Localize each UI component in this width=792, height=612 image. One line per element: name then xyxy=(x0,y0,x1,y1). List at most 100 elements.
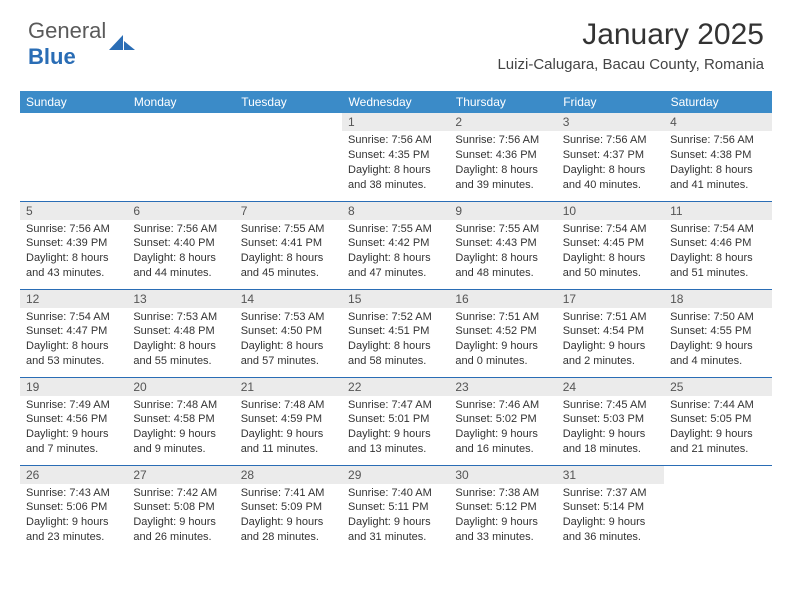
day-details: Sunrise: 7:41 AMSunset: 5:09 PMDaylight:… xyxy=(235,484,342,549)
calendar-cell: 12Sunrise: 7:54 AMSunset: 4:47 PMDayligh… xyxy=(20,289,127,377)
calendar-table: SundayMondayTuesdayWednesdayThursdayFrid… xyxy=(20,91,772,553)
day-number: 28 xyxy=(235,466,342,484)
calendar-week: 26Sunrise: 7:43 AMSunset: 5:06 PMDayligh… xyxy=(20,465,772,553)
calendar-cell: 24Sunrise: 7:45 AMSunset: 5:03 PMDayligh… xyxy=(557,377,664,465)
month-title: January 2025 xyxy=(497,18,764,52)
brand-sail-icon xyxy=(108,33,135,56)
day-header: Tuesday xyxy=(235,91,342,113)
calendar-cell: 8Sunrise: 7:55 AMSunset: 4:42 PMDaylight… xyxy=(342,201,449,289)
day-details: Sunrise: 7:48 AMSunset: 4:59 PMDaylight:… xyxy=(235,396,342,461)
calendar-cell: 15Sunrise: 7:52 AMSunset: 4:51 PMDayligh… xyxy=(342,289,449,377)
day-number: 16 xyxy=(449,290,556,308)
brand-name-a: General xyxy=(28,18,106,43)
calendar-cell: 11Sunrise: 7:54 AMSunset: 4:46 PMDayligh… xyxy=(664,201,771,289)
calendar-week: 1Sunrise: 7:56 AMSunset: 4:35 PMDaylight… xyxy=(20,113,772,201)
day-header: Thursday xyxy=(449,91,556,113)
calendar-cell: 29Sunrise: 7:40 AMSunset: 5:11 PMDayligh… xyxy=(342,465,449,553)
calendar-week: 12Sunrise: 7:54 AMSunset: 4:47 PMDayligh… xyxy=(20,289,772,377)
day-details: Sunrise: 7:56 AMSunset: 4:36 PMDaylight:… xyxy=(449,131,556,196)
day-details: Sunrise: 7:53 AMSunset: 4:50 PMDaylight:… xyxy=(235,308,342,373)
day-number: 27 xyxy=(127,466,234,484)
brand-name-b: Blue xyxy=(28,44,76,69)
brand-name: General Blue xyxy=(28,18,106,70)
title-block: January 2025 Luizi-Calugara, Bacau Count… xyxy=(497,18,764,73)
day-details: Sunrise: 7:51 AMSunset: 4:52 PMDaylight:… xyxy=(449,308,556,373)
calendar-cell: 18Sunrise: 7:50 AMSunset: 4:55 PMDayligh… xyxy=(664,289,771,377)
day-number: 30 xyxy=(449,466,556,484)
calendar-cell: 5Sunrise: 7:56 AMSunset: 4:39 PMDaylight… xyxy=(20,201,127,289)
day-number: 19 xyxy=(20,378,127,396)
day-details: Sunrise: 7:40 AMSunset: 5:11 PMDaylight:… xyxy=(342,484,449,549)
calendar-cell: 26Sunrise: 7:43 AMSunset: 5:06 PMDayligh… xyxy=(20,465,127,553)
calendar-cell xyxy=(20,113,127,201)
calendar-cell xyxy=(235,113,342,201)
day-details: Sunrise: 7:43 AMSunset: 5:06 PMDaylight:… xyxy=(20,484,127,549)
day-number: 12 xyxy=(20,290,127,308)
day-details: Sunrise: 7:55 AMSunset: 4:41 PMDaylight:… xyxy=(235,220,342,285)
day-details: Sunrise: 7:38 AMSunset: 5:12 PMDaylight:… xyxy=(449,484,556,549)
day-number: 8 xyxy=(342,202,449,220)
calendar-cell: 23Sunrise: 7:46 AMSunset: 5:02 PMDayligh… xyxy=(449,377,556,465)
calendar-cell: 3Sunrise: 7:56 AMSunset: 4:37 PMDaylight… xyxy=(557,113,664,201)
day-details: Sunrise: 7:45 AMSunset: 5:03 PMDaylight:… xyxy=(557,396,664,461)
day-number: 5 xyxy=(20,202,127,220)
calendar-week: 19Sunrise: 7:49 AMSunset: 4:56 PMDayligh… xyxy=(20,377,772,465)
brand-logo: General Blue xyxy=(28,18,135,70)
day-details: Sunrise: 7:54 AMSunset: 4:45 PMDaylight:… xyxy=(557,220,664,285)
calendar-cell: 1Sunrise: 7:56 AMSunset: 4:35 PMDaylight… xyxy=(342,113,449,201)
day-number: 22 xyxy=(342,378,449,396)
calendar-cell: 19Sunrise: 7:49 AMSunset: 4:56 PMDayligh… xyxy=(20,377,127,465)
calendar-cell: 13Sunrise: 7:53 AMSunset: 4:48 PMDayligh… xyxy=(127,289,234,377)
calendar-cell: 25Sunrise: 7:44 AMSunset: 5:05 PMDayligh… xyxy=(664,377,771,465)
day-details: Sunrise: 7:48 AMSunset: 4:58 PMDaylight:… xyxy=(127,396,234,461)
day-number: 14 xyxy=(235,290,342,308)
calendar-cell: 28Sunrise: 7:41 AMSunset: 5:09 PMDayligh… xyxy=(235,465,342,553)
calendar-cell xyxy=(664,465,771,553)
day-number: 24 xyxy=(557,378,664,396)
calendar-cell: 20Sunrise: 7:48 AMSunset: 4:58 PMDayligh… xyxy=(127,377,234,465)
location-text: Luizi-Calugara, Bacau County, Romania xyxy=(497,56,764,73)
calendar-cell: 6Sunrise: 7:56 AMSunset: 4:40 PMDaylight… xyxy=(127,201,234,289)
day-number: 4 xyxy=(664,113,771,131)
day-details: Sunrise: 7:47 AMSunset: 5:01 PMDaylight:… xyxy=(342,396,449,461)
day-header: Wednesday xyxy=(342,91,449,113)
day-number: 7 xyxy=(235,202,342,220)
day-number: 17 xyxy=(557,290,664,308)
calendar-cell: 7Sunrise: 7:55 AMSunset: 4:41 PMDaylight… xyxy=(235,201,342,289)
day-details: Sunrise: 7:37 AMSunset: 5:14 PMDaylight:… xyxy=(557,484,664,549)
calendar-cell xyxy=(127,113,234,201)
day-details: Sunrise: 7:56 AMSunset: 4:39 PMDaylight:… xyxy=(20,220,127,285)
day-number: 9 xyxy=(449,202,556,220)
day-number: 10 xyxy=(557,202,664,220)
day-header: Saturday xyxy=(664,91,771,113)
day-details: Sunrise: 7:56 AMSunset: 4:35 PMDaylight:… xyxy=(342,131,449,196)
calendar-body: 1Sunrise: 7:56 AMSunset: 4:35 PMDaylight… xyxy=(20,113,772,553)
calendar-cell: 14Sunrise: 7:53 AMSunset: 4:50 PMDayligh… xyxy=(235,289,342,377)
day-details: Sunrise: 7:51 AMSunset: 4:54 PMDaylight:… xyxy=(557,308,664,373)
calendar-week: 5Sunrise: 7:56 AMSunset: 4:39 PMDaylight… xyxy=(20,201,772,289)
day-number: 15 xyxy=(342,290,449,308)
day-number: 23 xyxy=(449,378,556,396)
calendar-cell: 31Sunrise: 7:37 AMSunset: 5:14 PMDayligh… xyxy=(557,465,664,553)
calendar-header-row: SundayMondayTuesdayWednesdayThursdayFrid… xyxy=(20,91,772,113)
day-number: 31 xyxy=(557,466,664,484)
calendar-cell: 27Sunrise: 7:42 AMSunset: 5:08 PMDayligh… xyxy=(127,465,234,553)
day-header: Sunday xyxy=(20,91,127,113)
day-number: 21 xyxy=(235,378,342,396)
day-details: Sunrise: 7:42 AMSunset: 5:08 PMDaylight:… xyxy=(127,484,234,549)
day-details: Sunrise: 7:54 AMSunset: 4:46 PMDaylight:… xyxy=(664,220,771,285)
day-details: Sunrise: 7:55 AMSunset: 4:43 PMDaylight:… xyxy=(449,220,556,285)
day-details: Sunrise: 7:53 AMSunset: 4:48 PMDaylight:… xyxy=(127,308,234,373)
day-details: Sunrise: 7:52 AMSunset: 4:51 PMDaylight:… xyxy=(342,308,449,373)
day-details: Sunrise: 7:46 AMSunset: 5:02 PMDaylight:… xyxy=(449,396,556,461)
day-details: Sunrise: 7:56 AMSunset: 4:37 PMDaylight:… xyxy=(557,131,664,196)
day-details: Sunrise: 7:54 AMSunset: 4:47 PMDaylight:… xyxy=(20,308,127,373)
calendar-cell: 16Sunrise: 7:51 AMSunset: 4:52 PMDayligh… xyxy=(449,289,556,377)
day-number: 2 xyxy=(449,113,556,131)
calendar-cell: 4Sunrise: 7:56 AMSunset: 4:38 PMDaylight… xyxy=(664,113,771,201)
calendar-cell: 9Sunrise: 7:55 AMSunset: 4:43 PMDaylight… xyxy=(449,201,556,289)
day-header: Monday xyxy=(127,91,234,113)
day-number: 1 xyxy=(342,113,449,131)
day-number: 6 xyxy=(127,202,234,220)
calendar-cell: 2Sunrise: 7:56 AMSunset: 4:36 PMDaylight… xyxy=(449,113,556,201)
